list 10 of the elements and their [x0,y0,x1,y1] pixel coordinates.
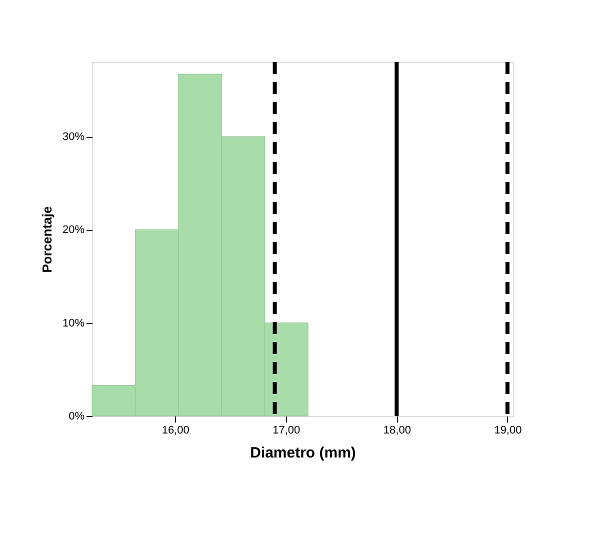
y-axis-title: Porcentaje [39,206,54,273]
y-tick-label: 0% [68,410,85,422]
x-tick-label: 17,00 [272,424,300,436]
y-tick-label: 20% [62,224,85,236]
y-tick-label: 10% [62,317,85,330]
x-axis-title: Diametro (mm) [250,444,356,462]
y-tick-label: 30% [62,131,85,144]
x-tick-label: 16,00 [162,424,190,436]
x-tick-label: 19,00 [494,424,522,436]
x-tick-label: 18,00 [383,424,411,436]
